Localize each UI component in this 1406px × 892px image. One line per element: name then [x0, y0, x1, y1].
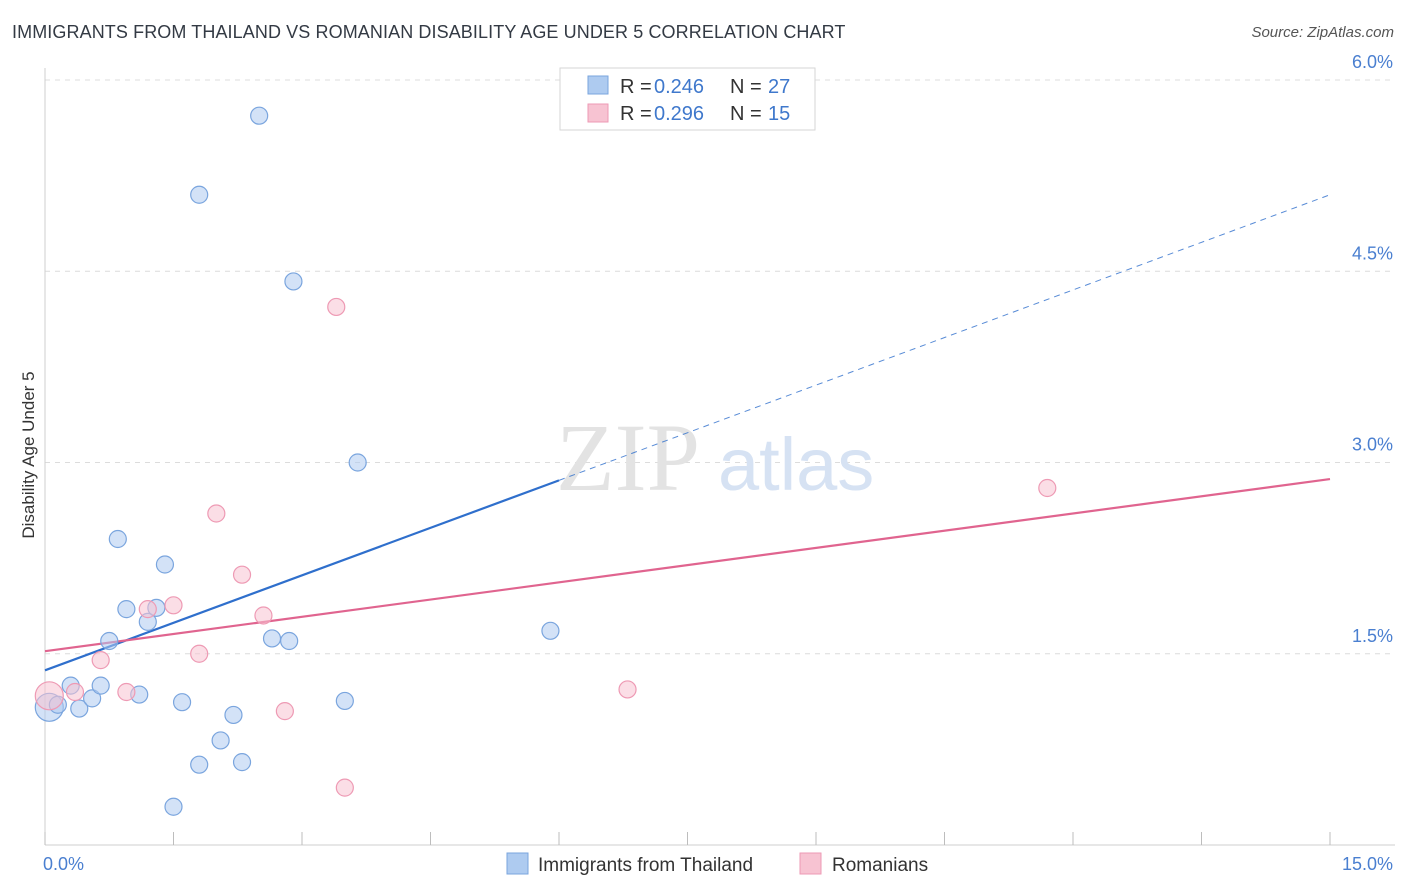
legend-swatch-romanians [587, 103, 609, 123]
legend-r-value-thailand: 0.246 [654, 76, 704, 98]
y-tick-label-0: 1.5% [1352, 626, 1393, 646]
point-thailand-14 [172, 693, 192, 712]
watermark-zip: ZIP [556, 404, 700, 511]
legend-n-value-romanians: 15 [768, 103, 790, 125]
point-thailand-21 [262, 629, 282, 648]
point-romanians-0 [34, 681, 64, 711]
points-layer [34, 106, 1057, 816]
legend-r-label-thailand: R = [620, 76, 652, 98]
point-thailand-18 [224, 705, 243, 725]
chart-title: IMMIGRANTS FROM THAILAND VS ROMANIAN DIS… [12, 22, 846, 42]
top-legend: R = 0.246 N = 27 R = 0.296 N = 15 [559, 67, 816, 131]
point-romanians-13 [618, 680, 637, 699]
point-romanians-5 [164, 596, 183, 615]
bottom-legend-swatch-romanians [799, 852, 822, 875]
y-tick-label-3: 6.0% [1352, 52, 1393, 72]
bottom-legend: Immigrants from Thailand Romanians [506, 852, 928, 876]
legend-swatch-thailand [587, 75, 609, 95]
axes-layer: 1.5% 3.0% 4.5% 6.0% 0.0% 15.0% [43, 52, 1395, 874]
legend-n-label-romanians: N = [730, 103, 762, 125]
point-thailand-7 [108, 529, 127, 549]
y-tick-label-2: 4.5% [1352, 243, 1393, 263]
bottom-legend-label-romanians: Romanians [832, 855, 928, 876]
point-thailand-5 [91, 676, 110, 695]
legend-r-label-romanians: R = [620, 103, 652, 125]
legend-r-value-romanians: 0.296 [654, 103, 704, 125]
point-thailand-23 [284, 272, 303, 291]
point-thailand-16 [190, 185, 209, 204]
point-thailand-12 [155, 555, 175, 574]
point-thailand-13 [164, 797, 183, 816]
bottom-legend-swatch-thailand [506, 852, 529, 875]
point-romanians-14 [1038, 478, 1057, 498]
point-romanians-1 [65, 682, 85, 702]
point-thailand-15 [190, 755, 209, 774]
point-thailand-4 [83, 689, 102, 708]
point-romanians-2 [91, 651, 110, 670]
legend-n-value-thailand: 27 [768, 76, 790, 98]
trend-layer [44, 194, 1331, 672]
point-romanians-9 [254, 606, 273, 625]
point-romanians-4 [138, 600, 157, 619]
x-tick-label-0: 0.0% [43, 854, 84, 874]
point-romanians-6 [190, 644, 209, 663]
point-romanians-7 [207, 504, 226, 523]
trend-line-thailand-extension [558, 194, 1331, 481]
point-romanians-12 [335, 778, 354, 797]
x-tick-label-1: 15.0% [1342, 854, 1393, 874]
point-thailand-26 [541, 621, 560, 640]
y-tick-label-1: 3.0% [1352, 435, 1393, 455]
point-romanians-10 [275, 702, 294, 721]
point-romanians-11 [327, 297, 346, 317]
watermark-atlas: atlas [718, 423, 874, 506]
point-thailand-6 [100, 631, 119, 651]
bottom-legend-label-thailand: Immigrants from Thailand [538, 855, 753, 876]
point-thailand-22 [280, 631, 299, 651]
point-thailand-25 [348, 453, 367, 472]
point-thailand-17 [211, 731, 230, 750]
point-thailand-3 [70, 699, 89, 718]
y-axis-title: Disability Age Under 5 [19, 371, 38, 538]
point-romanians-8 [232, 565, 252, 584]
legend-n-label-thailand: N = [730, 76, 762, 98]
point-romanians-3 [117, 682, 136, 702]
point-thailand-8 [117, 600, 136, 619]
point-thailand-20 [250, 106, 269, 125]
point-thailand-24 [335, 691, 354, 711]
grid-layer [45, 79, 1395, 655]
watermark: ZIP atlas [556, 404, 874, 511]
point-thailand-19 [232, 753, 252, 772]
source-label: Source: ZipAtlas.com [1251, 24, 1394, 41]
